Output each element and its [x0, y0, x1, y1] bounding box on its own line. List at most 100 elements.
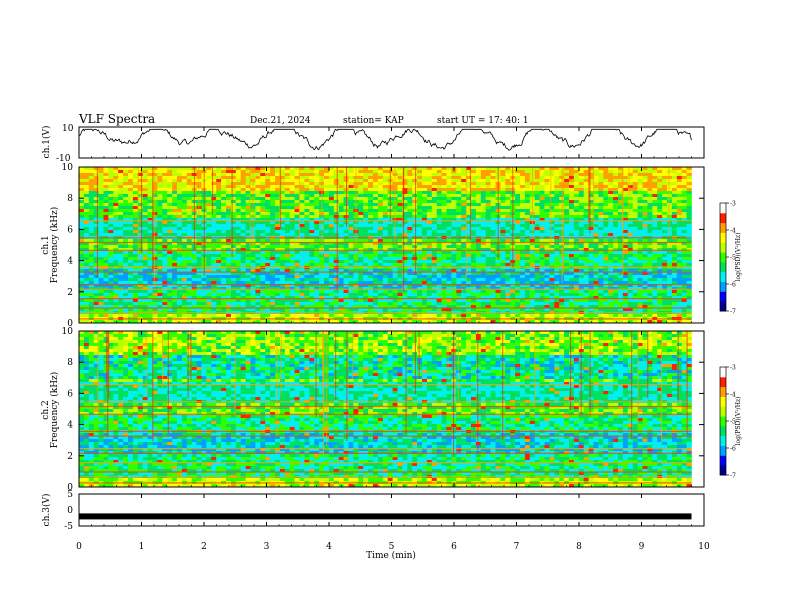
spectrogram-cell	[284, 212, 290, 216]
spectrogram-cell	[368, 209, 374, 213]
spectrogram-cell	[392, 248, 398, 252]
spectrogram-cell	[240, 284, 246, 288]
spectrogram-cell	[436, 260, 442, 264]
spectrogram-cell	[613, 272, 619, 276]
spectrogram-cell	[103, 227, 109, 231]
spectrogram-cell	[118, 167, 124, 171]
spectrogram-cell	[324, 176, 330, 180]
spectrogram-cell	[613, 203, 619, 207]
spectrogram-cell	[583, 224, 589, 228]
spectrogram-cell	[338, 215, 344, 219]
spectrogram-cell	[681, 242, 687, 246]
spectrogram-cell	[671, 224, 678, 228]
spectrogram-cell	[632, 260, 638, 264]
spectrogram-cell	[500, 284, 506, 288]
spectrogram-cell	[206, 278, 212, 282]
spectrogram-cell	[662, 248, 668, 252]
spectrogram-cell	[157, 263, 163, 267]
spectrogram-cell	[118, 254, 124, 258]
spectrogram-cell	[671, 272, 678, 276]
spectrogram-cell	[676, 254, 682, 258]
spectrogram-cell	[426, 188, 433, 192]
spectrogram-cell	[564, 263, 570, 267]
spectrogram-cell	[534, 281, 540, 285]
spectrogram-cell	[137, 239, 143, 243]
spectrogram-cell	[206, 233, 212, 237]
spectrogram-cell	[284, 188, 290, 192]
spectrogram-cell	[186, 209, 192, 213]
spectrogram-cell	[206, 179, 212, 183]
spectrogram-cell	[137, 197, 143, 201]
spectrogram-cell	[387, 263, 393, 267]
spectrogram-cell	[270, 179, 276, 183]
spectrogram-cell	[338, 248, 344, 252]
spectrogram-cell	[515, 167, 521, 171]
spectrogram-cell	[652, 257, 658, 261]
spectrogram-cell	[681, 257, 687, 261]
spectrogram-cell	[397, 239, 403, 243]
spectrogram-cell	[211, 242, 217, 246]
spectrogram-cell	[279, 176, 286, 180]
spectrogram-cell	[471, 275, 477, 279]
spectrogram-cell	[358, 188, 364, 192]
spectrogram-cell	[397, 170, 403, 174]
spectrogram-cell	[495, 263, 501, 267]
spectrogram-cell	[382, 284, 388, 288]
spectrogram-cell	[436, 212, 442, 216]
spectrogram-cell	[108, 206, 114, 210]
spectrogram-cell	[524, 239, 531, 243]
spectrogram-cell	[324, 230, 330, 234]
spectrogram-cell	[603, 206, 609, 210]
spectrogram-cell	[177, 260, 183, 264]
spectrogram-cell	[230, 284, 237, 288]
spectrogram-cell	[657, 242, 663, 246]
spectrogram-cell	[162, 191, 168, 195]
spectrogram-cell	[103, 251, 109, 255]
spectrogram-cell	[422, 182, 428, 186]
spectrogram-cell	[613, 284, 619, 288]
spectrogram-cell	[569, 257, 575, 261]
spectrogram-cell	[162, 239, 168, 243]
spectrogram-cell	[265, 170, 271, 174]
spectrogram-cell	[132, 218, 139, 222]
spectrogram-cell	[186, 242, 192, 246]
spectrogram-cell	[172, 275, 178, 279]
spectrogram-cell	[186, 185, 192, 189]
spectrogram-cell	[471, 206, 477, 210]
spectrogram-cell	[309, 203, 315, 207]
spectrogram-cell	[299, 278, 305, 282]
spectrogram-cell	[466, 167, 472, 171]
spectrogram-cell	[196, 251, 202, 255]
spectrogram-cell	[534, 188, 540, 192]
spectrogram-cell	[490, 179, 496, 183]
spectrogram-cell	[338, 239, 344, 243]
spectrogram-cell	[108, 275, 114, 279]
spectrogram-cell	[549, 248, 555, 252]
spectrogram-cell	[191, 272, 197, 276]
spectrogram-cell	[505, 281, 511, 285]
spectrogram-cell	[549, 263, 555, 267]
spectrogram-cell	[466, 197, 472, 201]
spectrogram-cell	[652, 203, 658, 207]
spectrogram-cell	[377, 284, 384, 288]
spectrogram-cell	[186, 257, 192, 261]
spectrogram-cell	[618, 242, 624, 246]
spectrogram-cell	[422, 221, 428, 225]
spectrogram-cell	[83, 245, 90, 249]
spectrogram-cell	[578, 182, 584, 186]
spectrogram-cell	[132, 173, 139, 177]
spectrogram-cell	[324, 221, 330, 225]
spectrogram-cell	[573, 188, 580, 192]
spectrogram-cell	[230, 173, 237, 177]
spectrogram-cell	[118, 224, 124, 228]
spectrogram-cell	[284, 227, 290, 231]
spectrogram-cell	[598, 176, 604, 180]
spectrogram-cell	[358, 245, 364, 249]
spectrogram-cell	[368, 257, 374, 261]
spectrogram-cell	[221, 227, 227, 231]
spectrogram-cell	[108, 200, 114, 204]
spectrogram-cell	[177, 215, 183, 219]
spectrogram-cell	[245, 227, 251, 231]
spectrogram-cell	[172, 245, 178, 249]
spectrogram-cell	[500, 257, 506, 261]
